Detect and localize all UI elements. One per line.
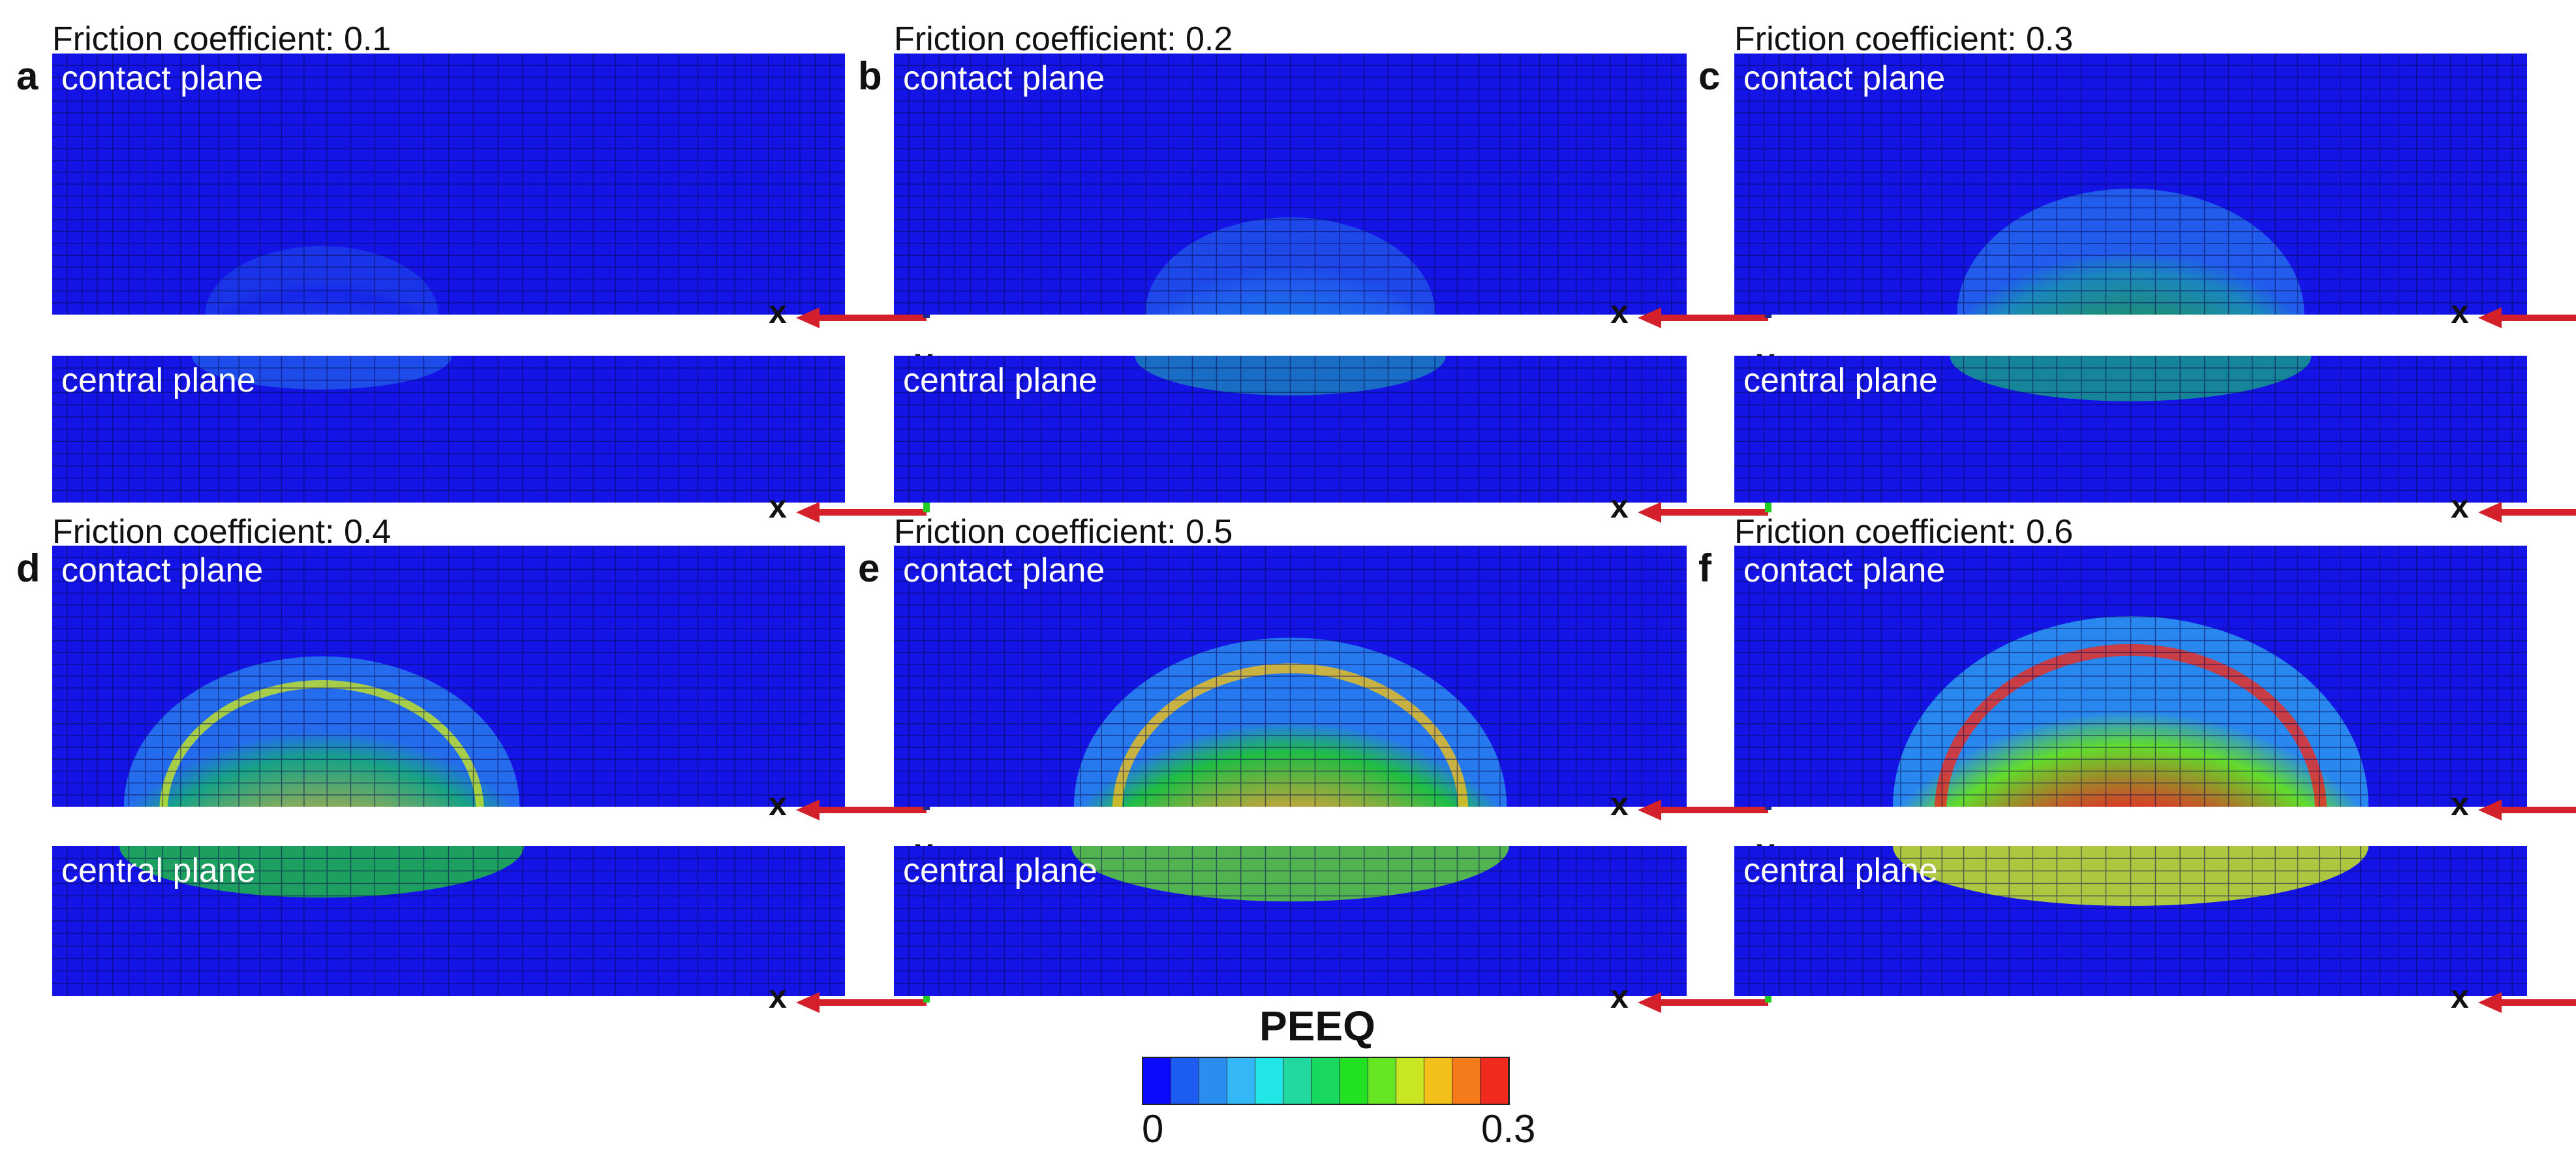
panel-letter-e: e (858, 546, 880, 590)
axis-triad-y (2478, 382, 2576, 523)
contact-plane-plot-a: contact plane (52, 54, 845, 315)
panel-title-c: Friction coefficient: 0.3 (1734, 20, 2074, 58)
mesh-grid (52, 54, 845, 315)
mesh-grid (52, 546, 845, 807)
central-plane-plot-c: central plane (1734, 356, 2527, 503)
panel-letter-c: c (1698, 54, 1721, 98)
contact-plane-label: contact plane (61, 59, 264, 97)
high-strain-ring (159, 680, 484, 807)
panel-title-a: Friction coefficient: 0.1 (52, 20, 391, 58)
plastic-strain-region (205, 246, 438, 315)
legend-swatch (1311, 1058, 1340, 1104)
legend-min-label: 0 (1142, 1107, 1164, 1151)
legend-swatch (1143, 1058, 1172, 1104)
panel-title-b: Friction coefficient: 0.2 (894, 20, 1233, 58)
mesh-grid (1734, 356, 2527, 503)
central-plane-label: central plane (61, 362, 256, 399)
panel-letter-d: d (16, 546, 40, 590)
panel-letter-a: a (16, 54, 38, 98)
central-plane-label: central plane (1743, 362, 1938, 399)
panel-title-f: Friction coefficient: 0.6 (1734, 513, 2074, 551)
x-arrowhead (1638, 502, 1661, 523)
axis-triad-y (2478, 872, 2576, 1013)
legend-swatch (1227, 1058, 1256, 1104)
x-arrowhead (796, 800, 820, 820)
panel-title-d: Friction coefficient: 0.4 (52, 513, 391, 551)
central-plane-plot-e: central plane (894, 846, 1687, 996)
axis-triad-z (2478, 683, 2576, 820)
central-plane-plot-f: central plane (1734, 846, 2527, 996)
central-plane-plot-b: central plane (894, 356, 1687, 503)
contact-plane-label: contact plane (1743, 59, 1946, 97)
x-arrowhead (1638, 992, 1661, 1013)
contact-plane-label: contact plane (903, 59, 1105, 97)
x-arrowhead (2478, 992, 2502, 1013)
x-arrowhead (2478, 307, 2502, 328)
contact-plane-label: contact plane (1743, 552, 1946, 589)
legend-colorbar (1142, 1057, 1510, 1105)
legend-swatch (1199, 1058, 1228, 1104)
legend-swatch (1255, 1058, 1284, 1104)
contact-plane-plot-e: contact plane (894, 546, 1687, 807)
legend-swatch (1283, 1058, 1312, 1104)
mesh-grid (894, 546, 1687, 807)
x-arrowhead (1638, 800, 1661, 820)
x-axis-label: x (2451, 786, 2469, 822)
x-axis-label: x (769, 488, 787, 525)
central-plane-label: central plane (903, 852, 1097, 890)
x-arrowhead (796, 307, 820, 328)
x-axis-label: x (1610, 294, 1629, 330)
mesh-grid (894, 54, 1687, 315)
axis-triad-z (2478, 191, 2576, 328)
legend-title: PEEQ (1259, 1003, 1375, 1050)
mesh-grid (894, 356, 1687, 503)
central-plane-label: central plane (1743, 852, 1938, 890)
x-axis-label: x (1610, 978, 1629, 1015)
contact-plane-plot-b: contact plane (894, 54, 1687, 315)
peeq-legend: PEEQ 0 0.3 (1142, 1002, 1546, 1159)
mesh-grid (1734, 546, 2527, 807)
mesh-grid (894, 846, 1687, 996)
contact-plane-label: contact plane (61, 552, 264, 589)
x-arrowhead (1638, 307, 1661, 328)
x-axis-label: x (769, 294, 787, 330)
contact-plane-plot-c: contact plane (1734, 54, 2527, 315)
mesh-grid (1734, 846, 2527, 996)
central-plane-plot-d: central plane (52, 846, 845, 996)
legend-swatch (1171, 1058, 1200, 1104)
x-axis-label: x (2451, 294, 2469, 330)
x-axis-label: x (1610, 786, 1629, 822)
x-arrowhead (2478, 502, 2502, 523)
mesh-grid (1734, 54, 2527, 315)
x-arrowhead (2478, 800, 2502, 820)
x-axis-label: x (2451, 488, 2469, 525)
plastic-strain-region (123, 656, 520, 807)
contact-plane-plot-f: contact plane (1734, 546, 2527, 807)
legend-swatch (1396, 1058, 1424, 1104)
mesh-grid (52, 356, 845, 503)
x-axis-label: x (1610, 488, 1629, 525)
central-plane-label: central plane (903, 362, 1097, 399)
legend-swatch (1480, 1058, 1509, 1104)
contact-plane-label: contact plane (903, 552, 1105, 589)
x-axis-label: x (769, 978, 787, 1015)
legend-swatch (1340, 1058, 1368, 1104)
panel-letter-b: b (858, 54, 882, 98)
mesh-grid (52, 846, 845, 996)
legend-swatch (1452, 1058, 1480, 1104)
legend-swatch (1368, 1058, 1396, 1104)
x-axis-label: x (769, 786, 787, 822)
x-arrowhead (796, 502, 820, 523)
central-plane-plot-a: central plane (52, 356, 845, 503)
plastic-strain-region (191, 356, 452, 390)
contact-plane-plot-d: contact plane (52, 546, 845, 807)
legend-swatch (1424, 1058, 1452, 1104)
legend-max-label: 0.3 (1481, 1107, 1536, 1151)
panel-title-e: Friction coefficient: 0.5 (894, 513, 1233, 551)
x-axis-label: x (2451, 978, 2469, 1015)
central-plane-label: central plane (61, 852, 256, 890)
panel-letter-f: f (1698, 546, 1711, 590)
x-arrowhead (796, 992, 820, 1013)
